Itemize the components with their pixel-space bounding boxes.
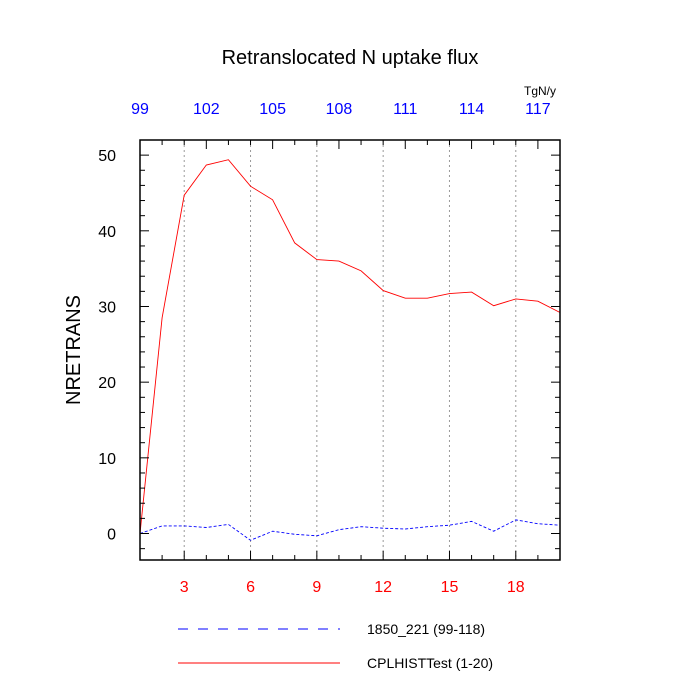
plot-frame: [139, 139, 561, 561]
legend-label-1850-221: 1850_221 (99-118): [367, 621, 485, 637]
grid-lines: [183, 140, 517, 560]
left-tick-label-10: 10: [98, 451, 116, 468]
left-tick-label-0: 0: [107, 527, 116, 544]
bottom-tick-label-15: 15: [441, 579, 459, 596]
top-tick-labels: 99 102 105 108 111 114 117: [131, 101, 551, 118]
legend: 1850_221 (99-118) CPLHISTTest (1-20): [178, 621, 493, 671]
series-lines: [139, 159, 561, 541]
ticks: [139, 140, 561, 560]
left-tick-label-50: 50: [98, 148, 116, 165]
units-label: TgN/y: [524, 84, 556, 98]
top-tick-label-114: 114: [459, 101, 485, 118]
chart-title: Retranslocated N uptake flux: [222, 47, 479, 69]
left-tick-label-40: 40: [98, 224, 116, 241]
bottom-tick-label-3: 3: [180, 579, 189, 596]
y-axis-title: NRETRANS: [63, 295, 85, 405]
top-tick-label-108: 108: [326, 101, 353, 118]
bottom-tick-label-6: 6: [246, 579, 255, 596]
bottom-tick-label-9: 9: [312, 579, 321, 596]
top-tick-label-117: 117: [525, 101, 551, 118]
bottom-tick-label-18: 18: [507, 579, 525, 596]
top-tick-label-111: 111: [393, 101, 417, 118]
top-tick-label-99: 99: [131, 101, 149, 118]
bottom-tick-label-12: 12: [374, 579, 392, 596]
left-tick-label-20: 20: [98, 375, 116, 392]
left-tick-labels: 0 10 20 30 40 50: [98, 148, 116, 543]
legend-label-cplhisttest: CPLHISTTest (1-20): [367, 655, 493, 671]
top-tick-label-102: 102: [193, 101, 220, 118]
series-line-cplhisttest: [139, 159, 561, 534]
series-line-1850-221: [139, 519, 561, 541]
top-tick-label-105: 105: [259, 101, 286, 118]
bottom-tick-labels: 3 6 9 12 15 18: [180, 579, 525, 596]
left-tick-label-30: 30: [98, 299, 116, 316]
